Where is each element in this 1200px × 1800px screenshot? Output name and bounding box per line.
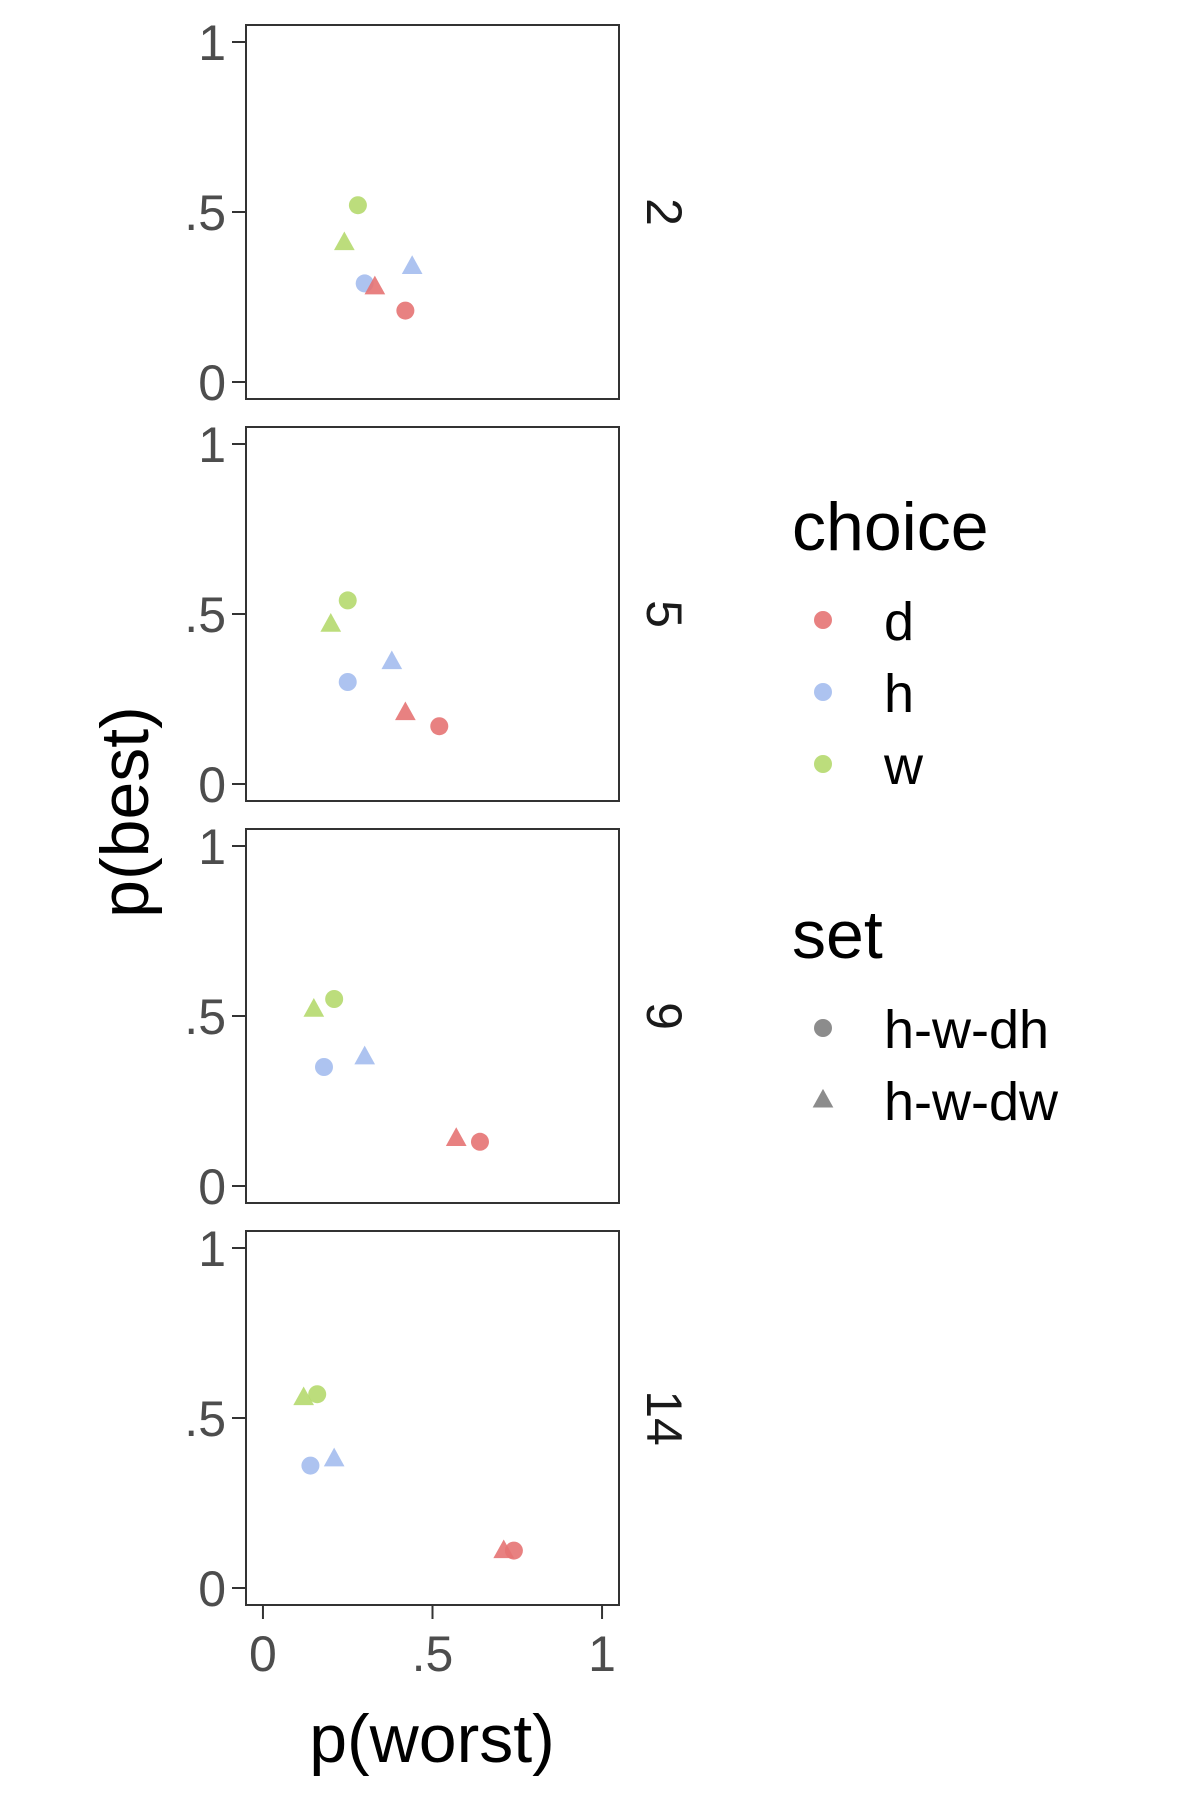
data-point-d-circle	[470, 1132, 489, 1151]
legend-key-w	[814, 755, 832, 773]
y-tick-label: 1	[198, 819, 226, 875]
panel-border	[245, 1230, 620, 1606]
y-tick-label: 1	[198, 1221, 226, 1277]
data-point-h-circle	[301, 1456, 320, 1475]
y-tick-label: 0	[198, 757, 226, 813]
data-point-h-circle	[338, 673, 357, 691]
data-point-w-circle	[308, 1385, 327, 1404]
y-tick-label: 0	[198, 355, 226, 411]
panel-border	[245, 24, 620, 400]
facet-strip-label: 2	[636, 198, 692, 226]
facet-panel-9: 0 .5 1 9	[184, 819, 692, 1215]
data-point-w-circle	[325, 990, 344, 1008]
legend-choice-items: dhw	[814, 592, 924, 796]
y-tick-label: .5	[184, 185, 226, 241]
facet-strip-label: 9	[636, 1002, 692, 1030]
legend-key-h-w-dw	[812, 1088, 834, 1108]
facet-panel-5: 0 .5 1 5	[184, 417, 692, 813]
facet-panel-14: 0 .5 1 14	[184, 1221, 692, 1617]
legend-set: set h-w-dh h-w-dw	[792, 897, 1059, 1132]
y-tick-label: 0	[198, 1159, 226, 1215]
data-point-d-triangle	[445, 1127, 467, 1146]
facet-strip-label: 14	[636, 1390, 692, 1446]
panel-border	[245, 426, 620, 802]
data-point-d-triangle	[493, 1539, 515, 1559]
legend-set-items: h-w-dh h-w-dw	[812, 1000, 1059, 1132]
legend-label-h-w-dh: h-w-dh	[884, 1000, 1049, 1060]
data-point-d-triangle	[395, 701, 416, 721]
data-point-w-circle	[338, 591, 357, 610]
y-tick-label: 1	[198, 417, 226, 473]
legend-choice-title: choice	[792, 489, 989, 565]
y-tick-label: 1	[198, 15, 226, 71]
panels-layer: 0 .5 1 2 0 .5 1 5 0 .5 1 9 0 .5 1 14	[184, 15, 692, 1617]
data-point-h-triangle	[323, 1447, 345, 1467]
data-point-w-triangle	[333, 231, 355, 251]
facet-panel-2: 0 .5 1 2	[184, 15, 692, 411]
legend-set-title: set	[792, 897, 883, 973]
y-tick-label: .5	[184, 1391, 226, 1447]
data-point-h-triangle	[381, 650, 403, 670]
data-point-h-triangle	[401, 255, 423, 274]
y-tick-label: 0	[198, 1561, 226, 1617]
legend-label-w: w	[883, 736, 924, 796]
data-point-w-triangle	[303, 998, 325, 1017]
x-tick-label: 1	[588, 1626, 616, 1682]
legend-label-h-w-dw: h-w-dw	[884, 1072, 1059, 1132]
y-tick-label: .5	[184, 587, 226, 643]
legend-key-h-w-dh	[814, 1019, 832, 1037]
legend-label-d: d	[884, 592, 914, 652]
facet-strip-label: 5	[636, 600, 692, 628]
legend-key-d	[814, 611, 832, 629]
x-tick-label: 0	[249, 1626, 277, 1682]
data-point-d-circle	[396, 301, 415, 320]
legend-choice: choice dhw	[792, 489, 989, 796]
data-point-h-triangle	[354, 1045, 376, 1065]
data-point-d-triangle	[364, 275, 386, 295]
data-point-d-circle	[430, 717, 449, 736]
y-axis-title: p(best)	[87, 706, 163, 918]
data-point-h-circle	[314, 1058, 333, 1076]
data-point-w-circle	[348, 196, 367, 215]
data-point-w-triangle	[293, 1386, 314, 1406]
x-axis: 0.5 1	[249, 1605, 616, 1682]
panel-border	[245, 828, 620, 1204]
legend-label-h: h	[884, 664, 914, 724]
legend-key-h	[814, 683, 832, 701]
y-tick-label: .5	[184, 989, 226, 1045]
x-axis-title: p(worst)	[309, 1701, 555, 1777]
x-tick-label: .5	[412, 1626, 454, 1682]
data-point-w-triangle	[320, 613, 342, 632]
